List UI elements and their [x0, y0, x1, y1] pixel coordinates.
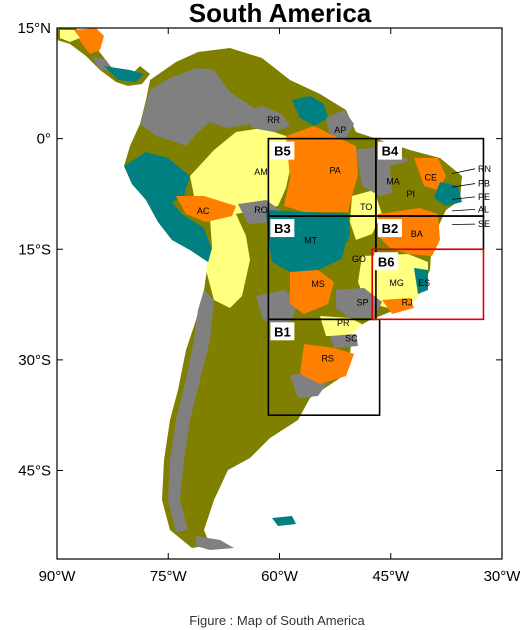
y-tick-label: 15°S	[18, 241, 51, 258]
callout-leader	[451, 208, 476, 212]
state-label-rs: RS	[321, 353, 334, 363]
x-tick-label: 30°W	[484, 568, 520, 585]
state-pi	[390, 160, 426, 212]
map-title: South America	[189, 0, 372, 28]
state-rj	[382, 298, 414, 314]
state-label-es: ES	[418, 278, 430, 288]
callout-labels: RN PB PE AL SE	[451, 164, 491, 229]
state-label-ap: AP	[334, 125, 346, 135]
state-sc	[330, 334, 358, 348]
state-label-to: TO	[360, 202, 372, 212]
central-america-teal	[104, 66, 144, 82]
state-label-ro: RO	[254, 205, 268, 215]
bolivia-yellow	[206, 214, 250, 308]
tierra-del-fuego	[196, 536, 234, 550]
x-tick-label: 45°W	[372, 568, 410, 585]
region-box-label: B6	[378, 254, 395, 269]
state-rr	[244, 106, 290, 132]
state-label-ba: BA	[411, 229, 423, 239]
region-box-label: B4	[382, 144, 399, 159]
guiana-teal	[292, 96, 328, 126]
state-label-rr: RR	[267, 115, 280, 125]
callout-label-al: AL	[478, 204, 489, 214]
falklands	[272, 516, 296, 526]
region-box-label-bg	[377, 141, 402, 160]
state-labels: RR AP AM PA MA CE PI RO AC TO BA MT GO MG ES MS SP RJ PR SC…	[197, 115, 437, 363]
state-label-am: AM	[254, 167, 268, 177]
callout-leader	[451, 196, 476, 200]
state-label-sp: SP	[357, 297, 369, 307]
state-label-pr: PR	[337, 318, 350, 328]
region-box-label-bg	[270, 141, 295, 160]
state-label-rj: RJ	[402, 297, 413, 307]
callout-label-pe: PE	[478, 192, 490, 202]
central-america-orange	[74, 28, 104, 54]
state-ac	[176, 196, 236, 222]
region-box-label: B5	[274, 144, 291, 159]
venezuela-gray	[140, 68, 262, 146]
y-tick-label: 30°S	[18, 352, 51, 369]
callout-label-pb: PB	[478, 179, 490, 189]
state-label-pi: PI	[407, 189, 416, 199]
x-tick-label: 90°W	[39, 568, 77, 585]
callout-leader	[451, 183, 476, 188]
figure-caption: Figure : Map of South America	[189, 613, 365, 628]
chile-gray	[168, 290, 214, 532]
x-tick-label: 75°W	[150, 568, 188, 585]
region-box-label-bg	[270, 322, 295, 341]
state-label-go: GO	[352, 254, 366, 264]
region-box-label-bg	[377, 219, 402, 238]
region-box-b5	[267, 137, 377, 217]
region-box-b6	[371, 248, 485, 321]
y-tick-label: 15°N	[17, 20, 51, 37]
state-sp	[336, 288, 382, 318]
central-america-region	[57, 28, 150, 86]
region-box-label-bg	[374, 252, 399, 271]
callout-label-rn: RN	[478, 164, 491, 174]
y-tick-label: 45°S	[18, 463, 51, 480]
state-label-ce: CE	[425, 173, 438, 183]
state-label-pa: PA	[329, 165, 340, 175]
state-label-mg: MG	[389, 278, 404, 288]
region-box-label-bg	[270, 219, 295, 238]
state-pa	[284, 126, 358, 212]
state-am	[190, 128, 292, 218]
state-label-ac: AC	[197, 206, 210, 216]
state-label-mt: MT	[304, 235, 317, 245]
x-tick-label: 60°W	[261, 568, 299, 585]
state-rs	[300, 344, 354, 384]
state-es	[414, 268, 428, 294]
state-ms	[290, 270, 334, 314]
land-layer	[57, 28, 462, 550]
state-to	[350, 190, 382, 240]
y-tick-label: 0°	[37, 131, 51, 148]
region-box-label: B1	[274, 324, 291, 339]
state-pr	[320, 316, 362, 336]
state-ap	[326, 110, 354, 138]
central-america-yellow	[60, 30, 80, 42]
paraguay-gray	[256, 290, 298, 328]
callout-label-se: SE	[478, 219, 490, 229]
state-label-sc: SC	[345, 333, 358, 343]
region-box-label: B2	[382, 221, 399, 236]
region-box-label: B3	[274, 221, 291, 236]
state-ce	[414, 158, 446, 190]
state-label-ma: MA	[386, 176, 400, 186]
callout-leader	[451, 168, 476, 174]
peru-teal	[124, 152, 212, 262]
state-ne-coast	[434, 182, 462, 206]
axis-ticks: 90°W 75°W 60°W 45°W 30°W 15°N 0° 15°S 30°S 45°S	[17, 20, 520, 585]
region-boxes: B1 B2 B3 B4 B5 B6	[267, 137, 485, 416]
state-label-ms: MS	[311, 279, 325, 289]
